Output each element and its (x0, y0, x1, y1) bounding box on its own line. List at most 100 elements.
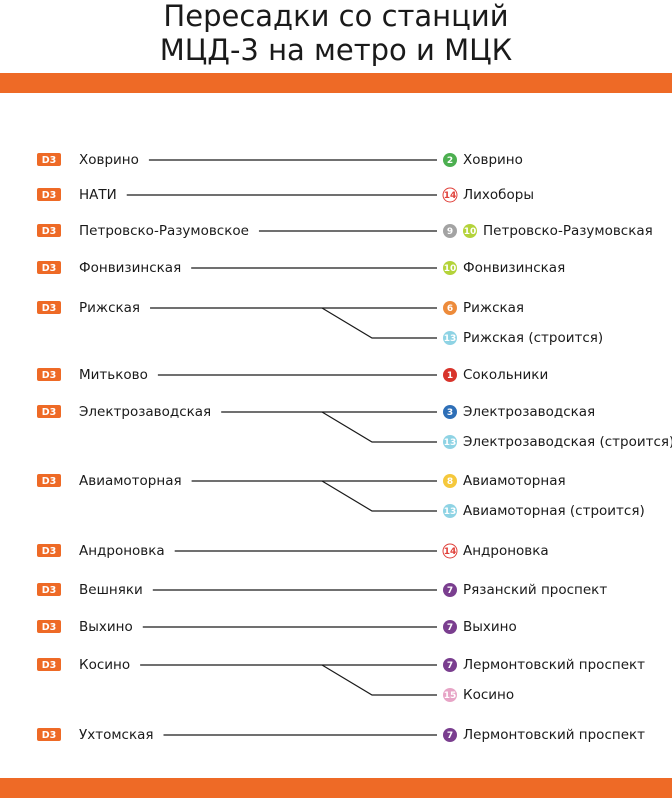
station-name: Электрозаводская (79, 404, 211, 420)
transfer-name: Лихоборы (463, 187, 534, 203)
line-badge (37, 261, 61, 274)
line-badge (37, 474, 61, 487)
line-badge-text: D3 (42, 226, 57, 237)
line-badge-text: D3 (42, 263, 57, 274)
line-badge-text: D3 (42, 585, 57, 596)
line-badge (37, 620, 61, 633)
line-badge (37, 301, 61, 314)
station-name: Петровско-Разумовское (79, 223, 249, 239)
branch (321, 411, 437, 443)
line-badge-text: D3 (42, 730, 57, 741)
line-badge (37, 188, 61, 201)
station-name: Авиамоторная (79, 473, 182, 489)
line-badge (37, 728, 61, 741)
line-number: 14 (444, 547, 457, 557)
line-number: 9 (447, 227, 453, 237)
transfer-name: Петровско-Разумовская (483, 223, 653, 239)
line-badge-text: D3 (42, 476, 57, 487)
line-badge-text: D3 (42, 190, 57, 201)
station-name: Митьково (79, 367, 148, 383)
line-circle (443, 153, 457, 167)
transfer-name: Электрозаводская (463, 404, 595, 420)
line-circle (443, 504, 457, 518)
transfer-name: Фонвизинская (463, 260, 565, 276)
top-bar (0, 73, 672, 93)
line-circle (443, 261, 457, 275)
line-circle (443, 620, 457, 634)
line-circle (443, 331, 457, 345)
line-number: 3 (447, 408, 453, 418)
branch (321, 307, 437, 339)
line-number: 6 (447, 304, 453, 314)
transfer-name: Лермонтовский проспект (463, 657, 645, 673)
station-name: НАТИ (79, 187, 117, 203)
title: Пересадки со станций (163, 0, 508, 33)
branch (321, 664, 437, 696)
transfer-name: Выхино (463, 619, 517, 635)
transfer-name: Рижская (463, 300, 524, 316)
title: МЦД-3 на метро и МЦК (160, 33, 513, 67)
line-number: 1 (447, 371, 453, 381)
line-circle (442, 187, 458, 203)
transfer-name: Рижская (строится) (463, 330, 603, 346)
line-circle (463, 224, 477, 238)
line-number: 8 (447, 477, 453, 487)
line-number: 7 (447, 586, 453, 596)
station-name: Ухтомская (79, 727, 154, 743)
line-badge (37, 583, 61, 596)
line-number: 7 (447, 661, 453, 671)
line-badge-text: D3 (42, 622, 57, 633)
transfer-name: Электрозаводская (строится) (463, 434, 672, 450)
station-name: Выхино (79, 619, 133, 635)
station-name: Вешняки (79, 582, 143, 598)
line-circle (443, 435, 457, 449)
line-circle (443, 728, 457, 742)
transfer-name: Косино (463, 687, 514, 703)
station-name: Косино (79, 657, 130, 673)
line-number: 14 (444, 191, 457, 201)
station-name: Фонвизинская (79, 260, 181, 276)
line-number: 7 (447, 731, 453, 741)
line-circle (443, 688, 457, 702)
station-name: Рижская (79, 300, 140, 316)
bottom-bar (0, 778, 672, 798)
transfer-name: Лермонтовский проспект (463, 727, 645, 743)
line-circle (443, 368, 457, 382)
station-name: Ховрино (79, 152, 139, 168)
transfer-name: Андроновка (463, 543, 549, 559)
line-circle (443, 583, 457, 597)
line-badge (37, 153, 61, 166)
transfer-name: Рязанский проспект (463, 582, 607, 598)
line-badge (37, 658, 61, 671)
line-number: 13 (444, 334, 457, 344)
line-circle (442, 543, 458, 559)
transfer-name: Сокольники (463, 367, 548, 383)
line-circle (443, 405, 457, 419)
line-circle (443, 474, 457, 488)
branch (321, 480, 437, 512)
transfer-name: Ховрино (463, 152, 523, 168)
line-badge (37, 544, 61, 557)
line-badge-text: D3 (42, 407, 57, 418)
line-number: 10 (464, 227, 477, 237)
line-number: 2 (447, 156, 453, 166)
line-number: 7 (447, 623, 453, 633)
line-number: 10 (444, 264, 457, 274)
line-number: 13 (444, 438, 457, 448)
line-badge-text: D3 (42, 155, 57, 166)
transfer-name: Авиамоторная (463, 473, 566, 489)
line-badge-text: D3 (42, 303, 57, 314)
station-name: Андроновка (79, 543, 165, 559)
line-badge (37, 224, 61, 237)
line-badge-text: D3 (42, 660, 57, 671)
line-number: 13 (444, 507, 457, 517)
line-number: 15 (444, 691, 457, 701)
line-circle (443, 224, 457, 238)
line-badge-text: D3 (42, 546, 57, 557)
line-badge (37, 405, 61, 418)
line-badge (37, 368, 61, 381)
transfer-name: Авиамоторная (строится) (463, 503, 645, 519)
line-circle (443, 658, 457, 672)
line-badge-text: D3 (42, 370, 57, 381)
